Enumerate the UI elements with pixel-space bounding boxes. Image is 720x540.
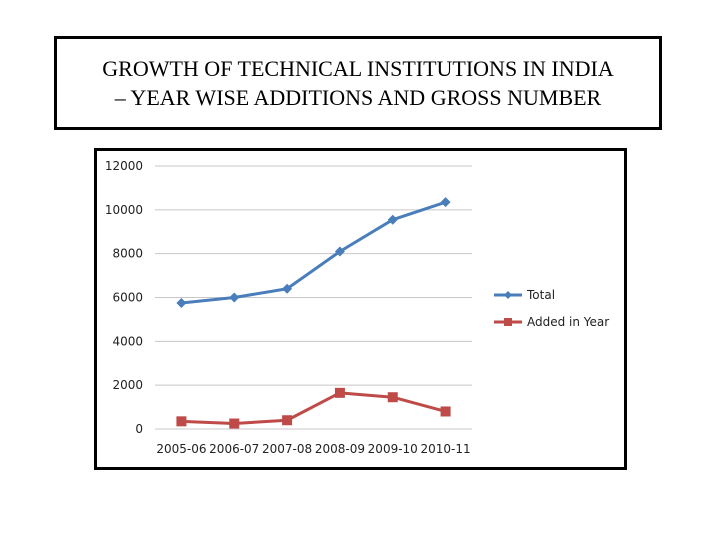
point-s0-3: [334, 246, 345, 257]
legend-marker-1: [504, 318, 512, 326]
y-tick-label-3: 6000: [112, 291, 143, 305]
y-tick-label-0: 0: [135, 422, 143, 436]
y-tick-label-6: 12000: [105, 159, 143, 173]
point-s1-3: [334, 387, 345, 398]
point-s0-2: [282, 283, 293, 294]
point-s1-5: [440, 406, 451, 417]
y-tick-label-4: 8000: [112, 247, 143, 261]
point-s1-0: [176, 416, 187, 427]
x-tick-label-2: 2007-08: [262, 442, 312, 456]
legend-label-0: Total: [526, 288, 555, 302]
legend-marker-0: [504, 291, 512, 299]
legend-label-1: Added in Year: [527, 315, 609, 329]
y-tick-label-5: 10000: [105, 203, 143, 217]
x-tick-label-3: 2008-09: [315, 442, 365, 456]
point-s0-4: [387, 214, 398, 225]
point-s0-5: [440, 197, 451, 208]
point-s1-1: [229, 418, 240, 429]
series-line-0: [181, 200, 447, 305]
title-line-1: GROWTH OF TECHNICAL INSTITUTIONS IN INDI…: [102, 56, 614, 81]
title-line-2: – YEAR WISE ADDITIONS AND GROSS NUMBER: [114, 85, 602, 110]
point-s1-4: [387, 392, 398, 403]
point-s1-2: [282, 415, 293, 426]
x-tick-label-5: 2010-11: [421, 442, 471, 456]
point-s0-0: [176, 297, 187, 308]
y-tick-label-2: 4000: [112, 334, 143, 348]
x-tick-label-0: 2005-06: [156, 442, 206, 456]
series-line-1: [181, 391, 446, 426]
point-s0-1: [229, 292, 240, 303]
y-tick-label-1: 2000: [112, 378, 143, 392]
x-tick-label-1: 2006-07: [209, 442, 259, 456]
x-tick-label-4: 2009-10: [368, 442, 418, 456]
title-box: GROWTH OF TECHNICAL INSTITUTIONS IN INDI…: [54, 36, 662, 130]
